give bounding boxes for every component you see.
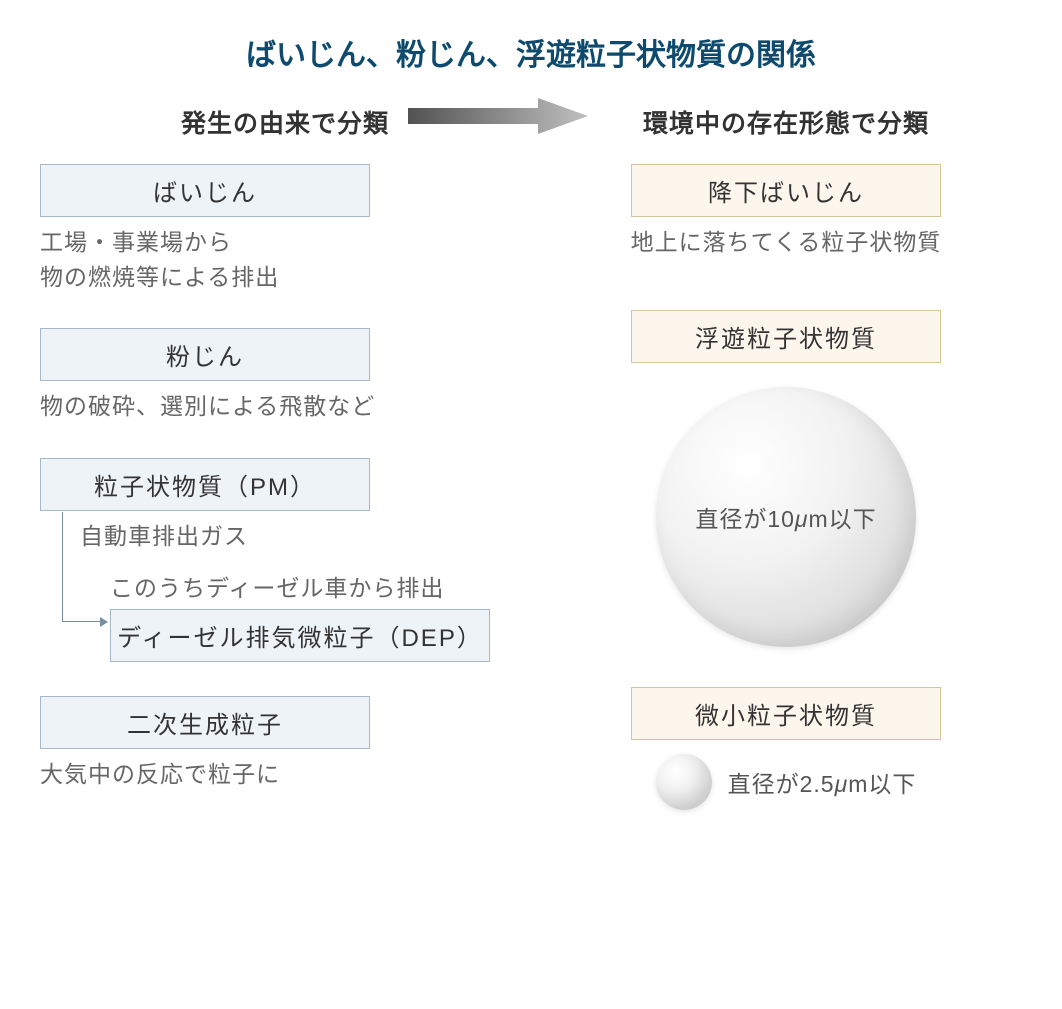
box-pm25: 微小粒子状物質 <box>631 687 941 740</box>
left-column: 発生の由来で分類 ばいじん 工場・事業場から 物の燃焼等による排出 粉じん 物の… <box>40 104 530 810</box>
desc-pm-sub2: このうちディーゼル車から排出 <box>110 569 530 603</box>
box-funjin: 粉じん <box>40 328 370 381</box>
box-kouka: 降下ばいじん <box>631 164 941 217</box>
diagram-title: ばいじん、粉じん、浮遊粒子状物質の関係 <box>40 30 1022 74</box>
sphere-large-label: 直径が10μm以下 <box>695 500 876 534</box>
group-pm: 粒子状物質（PM） 自動車排出ガス このうちディーゼル車から排出 ディーゼル排気… <box>40 458 530 662</box>
group-secondary: 二次生成粒子 大気中の反応で粒子に <box>40 696 530 792</box>
right-header: 環境中の存在形態で分類 <box>550 104 1022 140</box>
desc-secondary: 大気中の反応で粒子に <box>40 757 530 792</box>
group-kouka: 降下ばいじん 地上に落ちてくる粒子状物質 <box>550 164 1022 260</box>
box-secondary: 二次生成粒子 <box>40 696 370 749</box>
sphere-small-label: 直径が2.5μm以下 <box>728 765 917 799</box>
left-header: 発生の由来で分類 <box>40 104 530 140</box>
connector-line <box>62 512 102 622</box>
desc-pm-sub1: 自動車排出ガス <box>80 517 530 551</box>
box-dep: ディーゼル排気微粒子（DEP） <box>110 609 490 662</box>
right-column: 環境中の存在形態で分類 降下ばいじん 地上に落ちてくる粒子状物質 浮遊粒子状物質… <box>550 104 1022 810</box>
box-spm: 浮遊粒子状物質 <box>631 310 941 363</box>
box-baijin: ばいじん <box>40 164 370 217</box>
group-spm: 浮遊粒子状物質 直径が10μm以下 <box>550 310 1022 647</box>
connector-arrowhead-icon <box>100 617 108 627</box>
sphere-small <box>656 754 712 810</box>
sphere-large: 直径が10μm以下 <box>656 387 916 647</box>
box-pm: 粒子状物質（PM） <box>40 458 370 511</box>
desc-baijin: 工場・事業場から 物の燃焼等による排出 <box>40 225 530 294</box>
group-baijin: ばいじん 工場・事業場から 物の燃焼等による排出 <box>40 164 530 294</box>
desc-funjin: 物の破砕、選別による飛散など <box>40 389 530 424</box>
desc-kouka: 地上に落ちてくる粒子状物質 <box>550 225 1022 260</box>
group-pm25: 微小粒子状物質 直径が2.5μm以下 <box>550 687 1022 810</box>
group-funjin: 粉じん 物の破砕、選別による飛散など <box>40 328 530 424</box>
